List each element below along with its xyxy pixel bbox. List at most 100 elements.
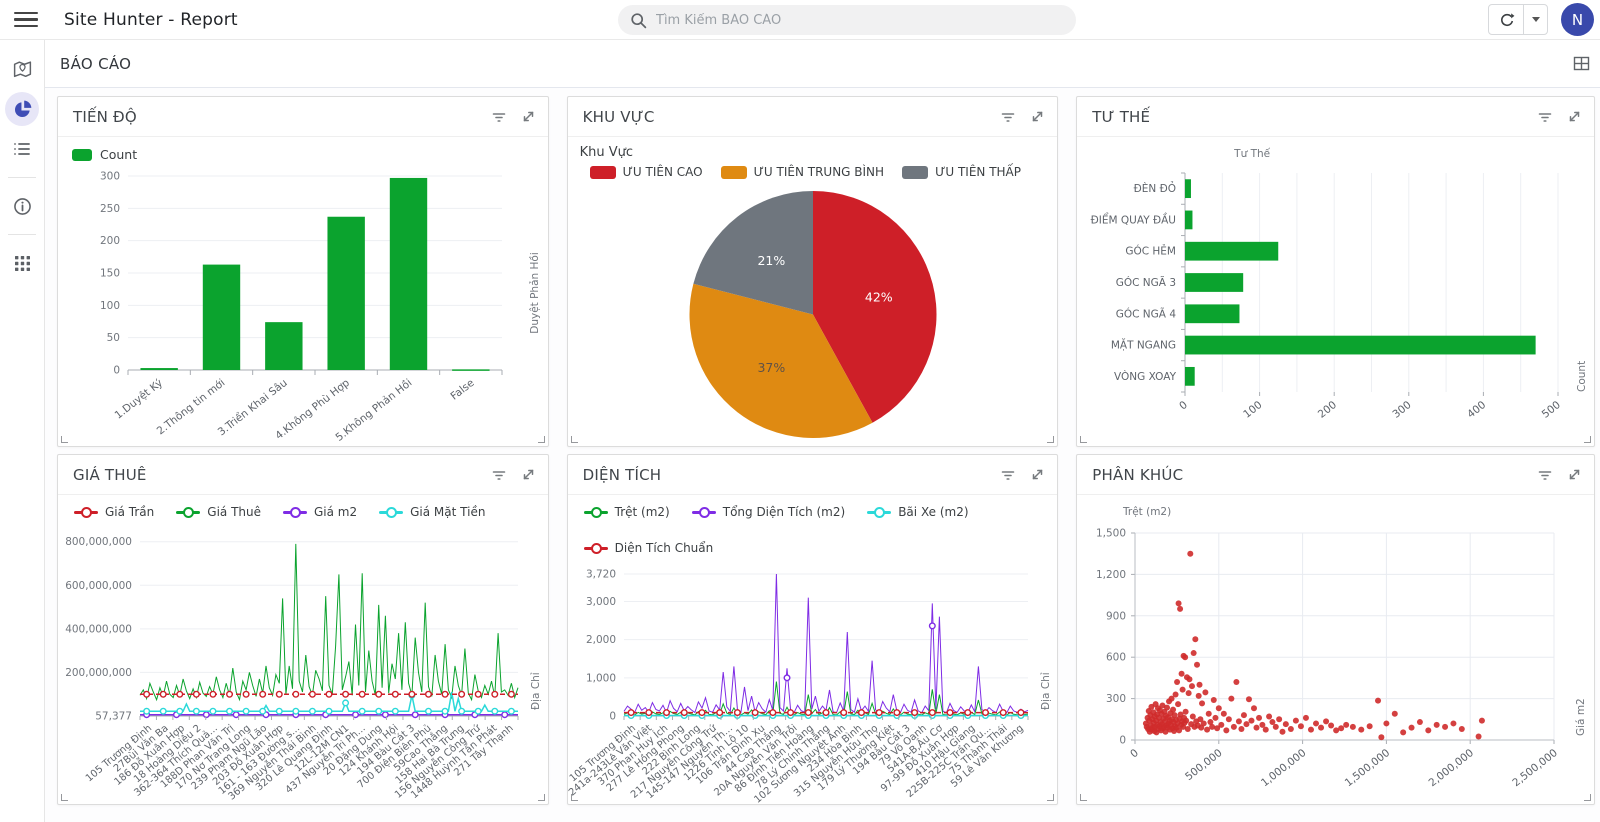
sidebar-item-map[interactable] bbox=[5, 52, 39, 86]
filter-icon[interactable] bbox=[1000, 109, 1016, 125]
legend-label: Giá Thuê bbox=[207, 505, 261, 519]
khu-vuc-pie-chart: 42% 37% 21% bbox=[568, 179, 1058, 446]
menu-icon[interactable] bbox=[14, 8, 38, 32]
svg-text:0: 0 bbox=[1177, 399, 1190, 413]
filter-icon[interactable] bbox=[1537, 109, 1553, 125]
svg-text:0: 0 bbox=[1128, 747, 1141, 761]
svg-text:100: 100 bbox=[100, 300, 120, 312]
svg-text:Địa Chỉ: Địa Chỉ bbox=[1040, 672, 1052, 710]
svg-text:Địa Chỉ: Địa Chỉ bbox=[530, 672, 542, 710]
legend-swatch bbox=[589, 165, 616, 179]
resize-handle[interactable] bbox=[1047, 794, 1055, 801]
card-header: DIỆN TÍCH bbox=[567, 455, 1058, 495]
search-icon bbox=[630, 12, 647, 29]
refresh-button-group bbox=[1488, 4, 1548, 35]
legend-item[interactable]: Trệt (m2) bbox=[583, 505, 670, 519]
legend-item[interactable]: Tổng Diện Tích (m2) bbox=[691, 505, 846, 519]
legend-swatch bbox=[720, 165, 747, 179]
gia-thue-line-chart: 800,000,000 600,000,000 400,000,000 200,000… bbox=[58, 521, 548, 804]
svg-text:ĐIỂM QUAY ĐẦU: ĐIỂM QUAY ĐẦU bbox=[1091, 212, 1176, 226]
filter-icon[interactable] bbox=[1537, 467, 1553, 483]
legend-item[interactable]: Giá Mặt Tiền bbox=[379, 505, 485, 519]
card-title: PHÂN KHÚC bbox=[1092, 465, 1184, 484]
layout-grid-button[interactable] bbox=[1572, 54, 1591, 73]
svg-text:150: 150 bbox=[100, 268, 120, 280]
svg-text:Giá m2: Giá m2 bbox=[1575, 698, 1587, 736]
legend-item[interactable]: Bãi Xe (m2) bbox=[867, 505, 969, 519]
resize-handle[interactable] bbox=[1584, 436, 1591, 443]
svg-text:2,500,000: 2,500,000 bbox=[1511, 747, 1561, 789]
svg-text:800,000,000: 800,000,000 bbox=[65, 536, 132, 548]
svg-text:Count: Count bbox=[1576, 361, 1588, 392]
svg-text:500: 500 bbox=[1540, 399, 1563, 421]
svg-text:500,000: 500,000 bbox=[1183, 747, 1225, 783]
legend-label: ƯU TIÊN THẤP bbox=[935, 165, 1021, 179]
card-phan-khuc: PHÂN KHÚC Trệt (m2) 0 300 600 900 1,200 1,500 0… bbox=[1076, 454, 1595, 805]
resize-handle[interactable] bbox=[570, 436, 578, 443]
svg-text:300: 300 bbox=[1391, 399, 1414, 421]
tien-do-bar-chart: 0 50 100 150 200 250 300 1.Duyệt Ký 2.Thông tin … bbox=[58, 164, 548, 446]
card-tu-the: TƯ THẾ Tư Thế 0 100 200 300 400 500 ĐÈN ĐỎ ĐIỂM … bbox=[1076, 96, 1595, 447]
resize-handle[interactable] bbox=[61, 794, 68, 801]
filter-icon[interactable] bbox=[491, 467, 507, 483]
card-khu-vuc: KHU VỰC Khu Vực ƯU TIÊN CAO ƯU TIÊN TRUN… bbox=[566, 96, 1059, 447]
card-dien-tich: DIỆN TÍCH Trệt (m2) Tổng Diện Tích (m2) … bbox=[566, 454, 1059, 805]
sidebar-item-reports[interactable] bbox=[5, 92, 39, 126]
legend-item[interactable]: Giá Thuê bbox=[176, 505, 261, 519]
resize-handle[interactable] bbox=[1584, 794, 1591, 801]
sidebar-item-list[interactable] bbox=[5, 132, 39, 166]
refresh-button[interactable] bbox=[1489, 5, 1523, 34]
legend-item[interactable]: ƯU TIÊN TRUNG BÌNH bbox=[720, 165, 884, 179]
card-title: TƯ THẾ bbox=[1092, 107, 1151, 126]
search-input[interactable] bbox=[656, 12, 1064, 28]
svg-text:0: 0 bbox=[1120, 735, 1127, 747]
expand-icon[interactable] bbox=[1030, 109, 1045, 124]
card-header: GIÁ THUÊ bbox=[58, 455, 548, 495]
legend-label: Bãi Xe (m2) bbox=[898, 505, 969, 519]
svg-text:1,000: 1,000 bbox=[586, 672, 616, 684]
svg-text:250: 250 bbox=[100, 203, 120, 215]
resize-handle[interactable] bbox=[570, 794, 578, 801]
resize-handle[interactable] bbox=[1080, 436, 1088, 443]
svg-text:1,000,000: 1,000,000 bbox=[1259, 747, 1309, 789]
filter-icon[interactable] bbox=[491, 109, 507, 125]
card-tien-do: TIẾN ĐỘ Count 0 50 100 150 200 250 300 1.Duyệt … bbox=[57, 96, 549, 447]
card-title: DIỆN TÍCH bbox=[582, 465, 662, 484]
legend-label: Giá Mặt Tiền bbox=[410, 505, 486, 519]
resize-handle[interactable] bbox=[1047, 436, 1055, 443]
filter-icon[interactable] bbox=[1000, 467, 1016, 483]
resize-handle[interactable] bbox=[537, 436, 545, 443]
legend-item[interactable]: Giá m2 bbox=[283, 505, 357, 519]
card-header: KHU VỰC bbox=[567, 97, 1058, 137]
legend-label: Tổng Diện Tích (m2) bbox=[722, 505, 846, 519]
expand-icon[interactable] bbox=[1567, 109, 1582, 124]
expand-icon[interactable] bbox=[1567, 467, 1582, 482]
svg-text:GÓC HẺM: GÓC HẺM bbox=[1126, 244, 1177, 258]
legend-item[interactable]: ƯU TIÊN CAO bbox=[589, 165, 703, 179]
expand-icon[interactable] bbox=[1030, 467, 1045, 482]
sidebar-divider bbox=[8, 177, 36, 178]
svg-text:3,720: 3,720 bbox=[586, 568, 616, 580]
sidebar-item-apps[interactable] bbox=[5, 246, 39, 280]
search-bar[interactable] bbox=[618, 5, 1076, 35]
tu-the-hbar-chart: Tư Thế 0 100 200 300 400 500 ĐÈN ĐỎ ĐIỂM QUAY ĐẦ… bbox=[1077, 143, 1594, 446]
legend-item[interactable]: Giá Trần bbox=[74, 505, 154, 519]
card-title: TIẾN ĐỘ bbox=[73, 107, 137, 126]
refresh-dropdown-caret[interactable] bbox=[1523, 5, 1547, 34]
svg-text:3,000: 3,000 bbox=[586, 596, 616, 608]
avatar[interactable]: N bbox=[1561, 3, 1594, 36]
resize-handle[interactable] bbox=[61, 436, 68, 443]
svg-text:400: 400 bbox=[1465, 399, 1488, 421]
chart-legend[interactable]: Count bbox=[58, 143, 548, 164]
sidebar-item-info[interactable] bbox=[5, 189, 39, 223]
legend-item[interactable]: Diện Tích Chuẩn bbox=[583, 541, 713, 555]
expand-icon[interactable] bbox=[521, 467, 536, 482]
legend-item[interactable]: ƯU TIÊN THẤP bbox=[902, 165, 1021, 179]
resize-handle[interactable] bbox=[1080, 794, 1088, 801]
svg-text:50: 50 bbox=[107, 332, 120, 344]
svg-text:Trệt (m2): Trệt (m2) bbox=[1122, 506, 1171, 518]
expand-icon[interactable] bbox=[521, 109, 536, 124]
svg-text:False: False bbox=[449, 377, 477, 403]
svg-text:1,200: 1,200 bbox=[1096, 569, 1126, 581]
resize-handle[interactable] bbox=[537, 794, 545, 801]
